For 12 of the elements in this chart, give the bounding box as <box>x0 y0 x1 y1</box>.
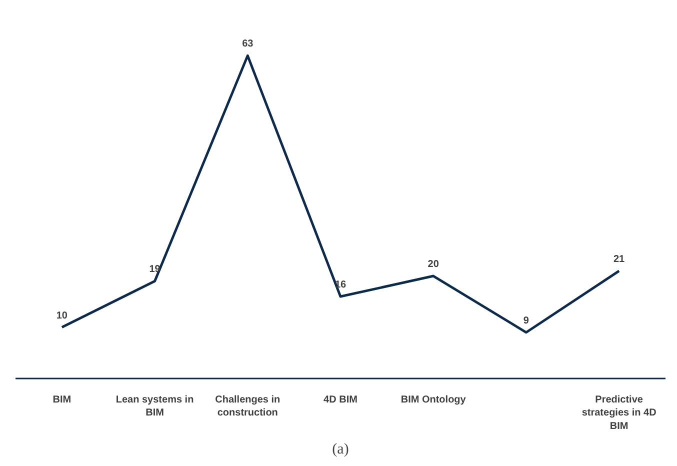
text: (a) <box>332 442 349 458</box>
data-label: 63 <box>242 38 254 50</box>
x-tick-label: BIM Ontology <box>400 394 466 406</box>
x-tick-label: BIM <box>52 394 72 406</box>
x-tick-label: Lean systems in BIM <box>116 394 194 419</box>
data-label: 21 <box>614 254 626 265</box>
x-tick-label: Challenges in construction <box>215 394 280 419</box>
data-label: 10 <box>56 310 68 322</box>
x-tick-label: 4D BIM <box>324 394 358 406</box>
data-label: 9 <box>523 315 530 326</box>
data-label: 20 <box>428 259 440 270</box>
x-tick-label: Predictive strategies in 4D BIM <box>582 394 656 432</box>
